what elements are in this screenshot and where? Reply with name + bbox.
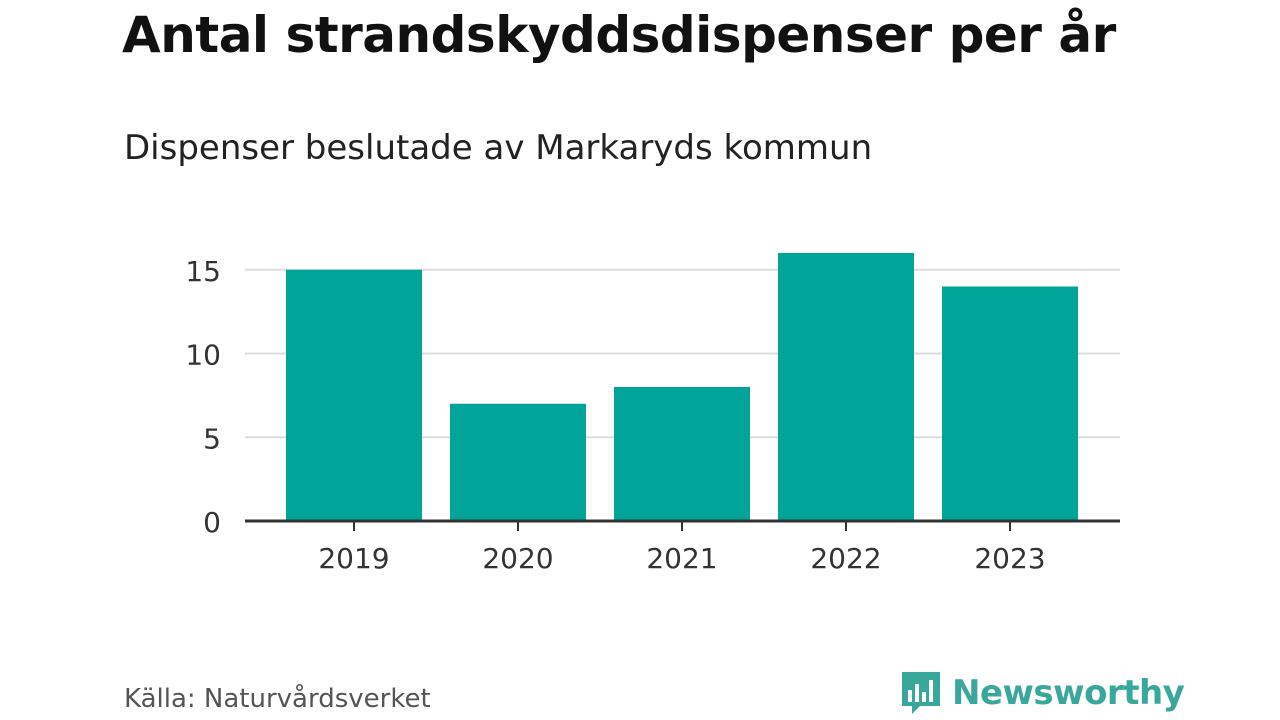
y-tick-label: 10 [185, 339, 221, 372]
bar [450, 403, 586, 521]
bar-chart: 0 5 10 15 2019 2020 2021 2022 2023 [185, 253, 1120, 575]
x-tick-label: 2022 [810, 542, 881, 575]
bar [778, 253, 914, 521]
y-tick-label: 5 [203, 422, 221, 455]
bar-chart-speech-bubble-icon [902, 672, 940, 714]
y-tick-label: 0 [203, 506, 221, 539]
y-tick-label: 15 [185, 255, 221, 288]
x-tick-label: 2020 [482, 542, 553, 575]
axes: 0 5 10 15 2019 2020 2021 2022 2023 [185, 255, 1120, 575]
x-tick-label: 2023 [974, 542, 1045, 575]
bar [942, 286, 1078, 521]
brand-logo: Newsworthy [900, 670, 1185, 716]
x-tick-label: 2019 [318, 542, 389, 575]
x-tick-label: 2021 [646, 542, 717, 575]
source-note: Källa: Naturvårdsverket [124, 684, 431, 714]
bar [286, 269, 422, 521]
bars [286, 253, 1078, 521]
bar [614, 387, 750, 521]
chart-title: Antal strandskyddsdispenser per år [122, 6, 1116, 64]
brand-name: Newsworthy [952, 673, 1185, 713]
chart-subtitle: Dispenser beslutade av Markaryds kommun [124, 128, 873, 168]
